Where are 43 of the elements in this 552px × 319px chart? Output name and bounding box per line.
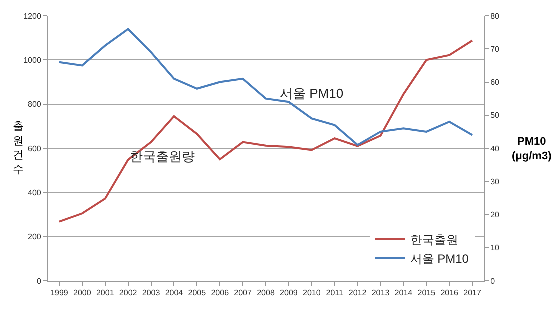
x-tick-label: 2016: [440, 288, 460, 298]
x-tick-label: 2009: [280, 288, 298, 298]
x-tick-label: 2010: [302, 288, 322, 298]
x-tick-label: 2006: [211, 288, 230, 298]
x-tick-label: 2002: [119, 288, 138, 298]
y-tick-label: 1000: [24, 56, 42, 65]
line-series: [58, 28, 474, 146]
legend-label: 한국출원: [410, 233, 458, 248]
x-tick-label: 2011: [326, 288, 344, 298]
y2-tick-label: 20: [490, 210, 500, 220]
y2-tick-label: 0: [490, 276, 496, 286]
x-tick-label: 2007: [234, 288, 252, 298]
y2-tick-label: 40: [490, 144, 500, 154]
y2-axis-title: PM10 (μg/m3): [512, 136, 552, 162]
x-tick-label: 2015: [418, 288, 436, 298]
annotation: 한국출원량: [130, 149, 195, 164]
y2-tick-label: 60: [490, 78, 500, 88]
x-tick-label: 2008: [257, 288, 276, 298]
y2-tick-label: 30: [490, 177, 500, 186]
y-tick-label: 600: [28, 144, 42, 154]
x-tick-label: 2014: [394, 288, 414, 298]
y-tick-label: 800: [28, 100, 42, 110]
x-tick-label: 2012: [348, 288, 368, 298]
x-tick-label: 2003: [142, 288, 161, 298]
y2-tick-label: 10: [490, 244, 500, 253]
y-tick-label: 400: [28, 188, 42, 198]
x-tick-label: 2005: [188, 288, 207, 298]
line-series: [58, 40, 474, 223]
x-tick-label: 2017: [464, 288, 482, 298]
y-tick-label: 1200: [24, 12, 42, 21]
y-tick-label: 0: [36, 276, 42, 286]
y2-tick-label: 80: [490, 12, 500, 21]
x-tick-label: 2004: [165, 288, 184, 298]
x-tick-label: 2013: [372, 288, 390, 298]
y-tick-label: 200: [28, 232, 42, 242]
annotation: 서울 PM10: [280, 86, 344, 101]
x-tick-label: 1999: [50, 288, 69, 298]
legend-label: 서울 PM10: [410, 252, 470, 266]
y2-tick-label: 70: [490, 44, 500, 54]
x-tick-label: 2001: [96, 288, 115, 298]
y-axis-title: 출원건수: [13, 121, 24, 176]
x-tick-label: 2000: [74, 288, 92, 298]
y2-tick-label: 50: [490, 111, 500, 120]
